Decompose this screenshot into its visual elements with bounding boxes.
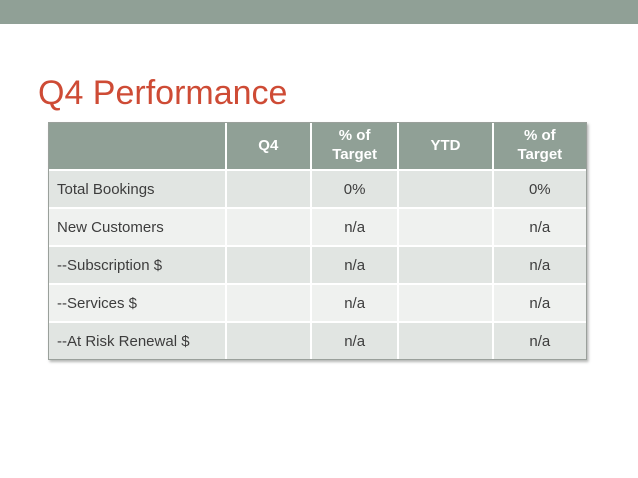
performance-table: Q4 % of Target YTD % of Target Total Boo… xyxy=(48,122,587,360)
table-row-total-bookings: Total Bookings 0% 0% xyxy=(49,171,586,209)
cell-q4 xyxy=(226,323,312,359)
table-row-at-risk-renewal: --At Risk Renewal $ n/a n/a xyxy=(49,323,586,359)
q4-performance-table: Q4 % of Target YTD % of Target Total Boo… xyxy=(49,123,586,359)
cell-ytd-pct: n/a xyxy=(493,209,586,247)
cell-ytd-pct: n/a xyxy=(493,285,586,323)
cell-q4-pct: n/a xyxy=(311,247,400,285)
header-cell-ytd: YTD xyxy=(399,123,494,171)
cell-q4 xyxy=(226,209,312,247)
slide-title: Q4 Performance xyxy=(38,73,288,112)
cell-ytd xyxy=(399,285,494,323)
table-row-subscription: --Subscription $ n/a n/a xyxy=(49,247,586,285)
cell-q4 xyxy=(226,247,312,285)
slide-accent-bar xyxy=(0,0,638,24)
header-cell-blank xyxy=(49,123,227,171)
row-label: New Customers xyxy=(49,209,227,247)
cell-ytd-pct: 0% xyxy=(493,171,586,209)
table-row-services: --Services $ n/a n/a xyxy=(49,285,586,323)
cell-q4-pct: n/a xyxy=(311,285,400,323)
cell-ytd-pct: n/a xyxy=(493,323,586,359)
table-row-new-customers: New Customers n/a n/a xyxy=(49,209,586,247)
header-cell-ytd-pct-of-target: % of Target xyxy=(493,123,586,171)
cell-ytd xyxy=(399,323,494,359)
row-label: --At Risk Renewal $ xyxy=(49,323,227,359)
header-cell-q4: Q4 xyxy=(226,123,312,171)
row-label: --Services $ xyxy=(49,285,227,323)
cell-ytd xyxy=(399,247,494,285)
row-label: Total Bookings xyxy=(49,171,227,209)
cell-q4-pct: 0% xyxy=(311,171,400,209)
cell-ytd-pct: n/a xyxy=(493,247,586,285)
table-header-row: Q4 % of Target YTD % of Target xyxy=(49,123,586,171)
cell-q4 xyxy=(226,285,312,323)
cell-q4-pct: n/a xyxy=(311,209,400,247)
header-cell-q4-pct-of-target: % of Target xyxy=(311,123,400,171)
cell-ytd xyxy=(399,209,494,247)
row-label: --Subscription $ xyxy=(49,247,227,285)
cell-q4-pct: n/a xyxy=(311,323,400,359)
cell-q4 xyxy=(226,171,312,209)
cell-ytd xyxy=(399,171,494,209)
